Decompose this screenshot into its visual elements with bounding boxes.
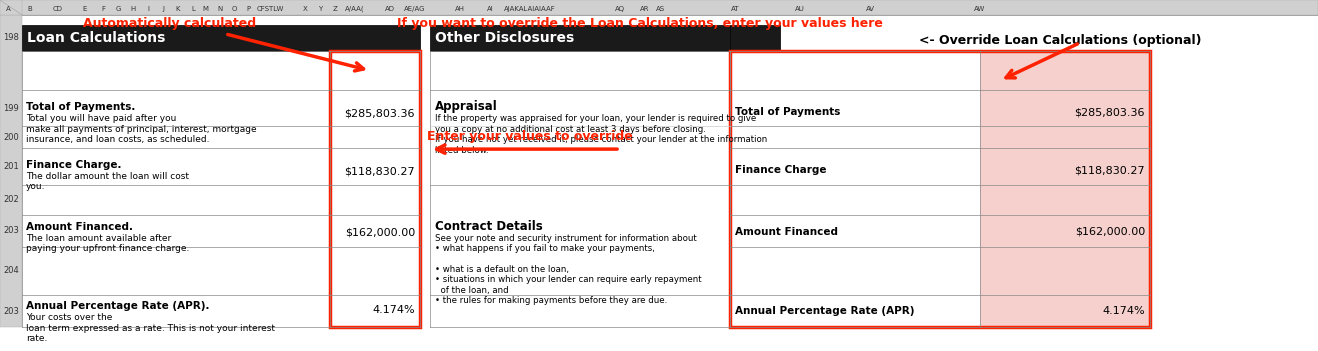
Text: $285,803.36: $285,803.36	[344, 108, 415, 118]
Text: A/AA(: A/AA(	[345, 6, 365, 12]
Text: AU: AU	[795, 6, 805, 12]
Text: AJAKALAIAIAAF: AJAKALAIAIAAF	[503, 6, 556, 12]
Text: AH: AH	[455, 6, 465, 12]
Text: 4.174%: 4.174%	[1102, 306, 1145, 316]
Text: <- Override Loan Calculations (optional): <- Override Loan Calculations (optional)	[919, 34, 1201, 47]
Text: Contract Details: Contract Details	[435, 220, 543, 233]
Text: The loan amount available after
paying your upfront finance charge.: The loan amount available after paying y…	[26, 234, 190, 253]
Text: AS: AS	[655, 6, 664, 12]
Text: E: E	[83, 6, 87, 12]
Bar	[22, 25, 420, 51]
Text: Appraisal: Appraisal	[435, 100, 498, 113]
Bar	[730, 51, 1151, 327]
Text: AE/AG: AE/AG	[405, 6, 426, 12]
Text: Other Disclosures: Other Disclosures	[435, 31, 575, 45]
Text: X: X	[303, 6, 307, 12]
Text: Y: Y	[318, 6, 322, 12]
Bar	[730, 25, 780, 51]
Text: 201: 201	[3, 162, 18, 171]
Text: F: F	[101, 6, 105, 12]
Text: M: M	[202, 6, 208, 12]
Text: N: N	[217, 6, 223, 12]
Text: 203: 203	[3, 307, 18, 316]
Text: K: K	[175, 6, 181, 12]
Text: G: G	[115, 6, 121, 12]
Text: I: I	[148, 6, 149, 12]
Text: Automatically calculated: Automatically calculated	[83, 17, 257, 30]
Bar	[981, 51, 1151, 327]
Bar	[430, 25, 730, 51]
Text: If the property was appraised for your loan, your lender is required to give
you: If the property was appraised for your l…	[435, 114, 767, 154]
Text: Enter your values to override: Enter your values to override	[427, 130, 633, 143]
Text: $118,830.27: $118,830.27	[344, 166, 415, 176]
Text: AR: AR	[641, 6, 650, 12]
Bar	[330, 51, 420, 327]
Text: B: B	[28, 6, 33, 12]
Text: The dollar amount the loan will cost
you.: The dollar amount the loan will cost you…	[26, 172, 188, 191]
Text: AV: AV	[866, 6, 875, 12]
Text: Your costs over the
loan term expressed as a rate. This is not your interest
rat: Your costs over the loan term expressed …	[26, 313, 275, 343]
Bar	[0, 15, 22, 327]
Text: AT: AT	[730, 6, 739, 12]
Text: Amount Financed.: Amount Financed.	[26, 222, 133, 232]
Text: $162,000.00: $162,000.00	[1074, 227, 1145, 237]
Text: Loan Calculations: Loan Calculations	[26, 31, 165, 45]
Text: 204: 204	[3, 266, 18, 276]
Text: AQ: AQ	[616, 6, 625, 12]
Bar	[0, 0, 1318, 15]
Text: 199: 199	[3, 104, 18, 113]
Text: 4.174%: 4.174%	[373, 305, 415, 315]
Text: AI: AI	[486, 6, 493, 12]
Text: If you want to override the Loan Calculations, enter your values here: If you want to override the Loan Calcula…	[397, 17, 883, 30]
Text: P: P	[246, 6, 250, 12]
Text: AD: AD	[385, 6, 395, 12]
Text: 200: 200	[3, 133, 18, 142]
Text: Total of Payments.: Total of Payments.	[26, 102, 136, 112]
Text: 198: 198	[3, 33, 18, 42]
Text: CD: CD	[53, 6, 63, 12]
Text: $162,000.00: $162,000.00	[345, 228, 415, 238]
Text: Finance Charge.: Finance Charge.	[26, 160, 121, 170]
Text: H: H	[130, 6, 136, 12]
Text: 202: 202	[3, 195, 18, 204]
Bar	[0, 0, 22, 15]
Text: Total of Payments: Total of Payments	[735, 107, 841, 117]
Text: $118,830.27: $118,830.27	[1074, 165, 1145, 175]
Text: See your note and security instrument for information about
• what happens if yo: See your note and security instrument fo…	[435, 234, 701, 305]
Text: L: L	[191, 6, 195, 12]
Text: AW: AW	[974, 6, 986, 12]
Text: $285,803.36: $285,803.36	[1074, 107, 1145, 117]
Text: 203: 203	[3, 226, 18, 235]
Text: Amount Financed: Amount Financed	[735, 227, 838, 237]
Text: Finance Charge: Finance Charge	[735, 165, 826, 175]
Text: A: A	[5, 6, 11, 12]
Text: Annual Percentage Rate (APR).: Annual Percentage Rate (APR).	[26, 301, 210, 311]
Bar	[0, 0, 1318, 15]
Text: J: J	[162, 6, 163, 12]
Text: O: O	[232, 6, 237, 12]
Text: Annual Percentage Rate (APR): Annual Percentage Rate (APR)	[735, 306, 915, 316]
Text: Z: Z	[332, 6, 337, 12]
Text: CFSTLW: CFSTLW	[256, 6, 283, 12]
Text: Total you will have paid after you
make all payments of principal, interest, mor: Total you will have paid after you make …	[26, 114, 257, 144]
